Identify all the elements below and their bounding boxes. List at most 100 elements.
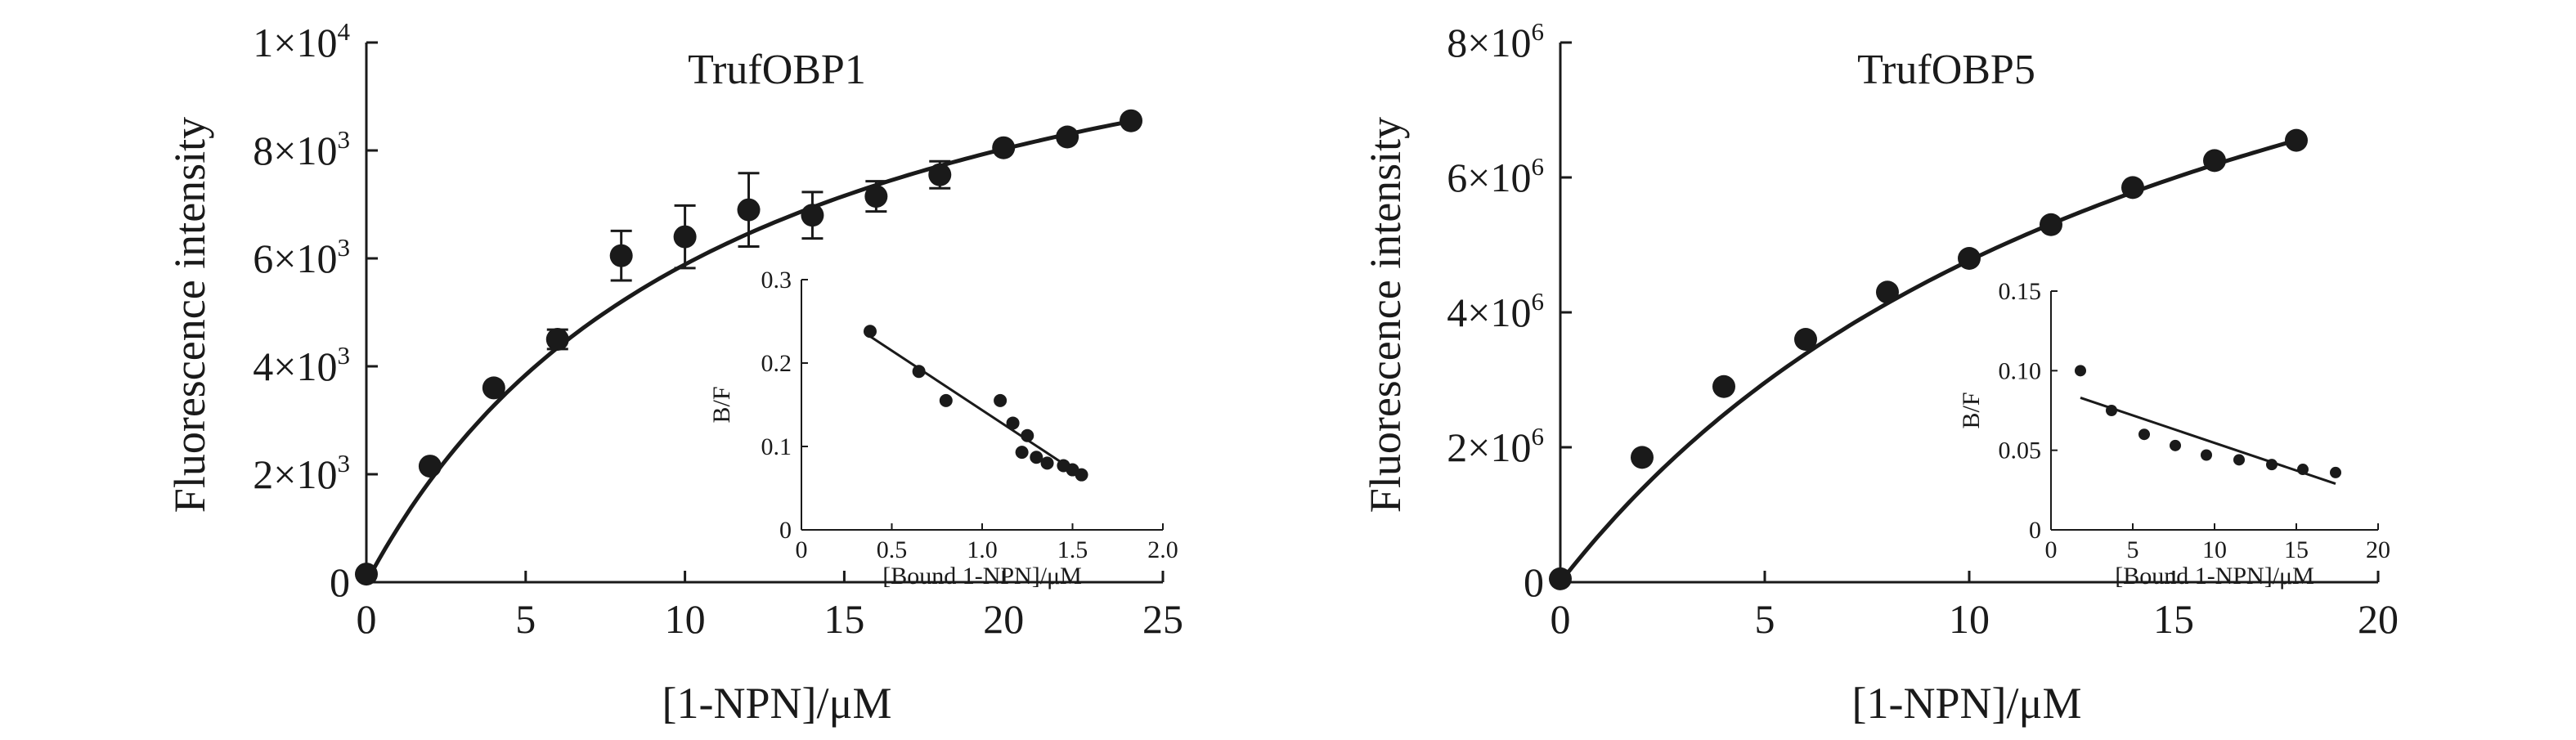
x-tick-label: 0 xyxy=(1551,596,1571,642)
x-tick-label: 15 xyxy=(2153,596,2194,642)
data-point xyxy=(2121,176,2144,200)
inset-y-axis-label: B/F xyxy=(1958,392,1985,428)
y-tick-base: 0 xyxy=(1524,559,1544,605)
y-axis-label: Fluorescence intensity xyxy=(165,117,214,513)
inset-x-tick-label: 2.0 xyxy=(1147,536,1178,563)
inset-y-tick-label: 0 xyxy=(2029,517,2041,544)
x-tick-label: 5 xyxy=(515,596,536,642)
y-tick-label: 1×104 xyxy=(253,17,350,65)
inset-y-tick-label: 0.15 xyxy=(1999,278,2042,305)
inset-y-tick-label: 0.1 xyxy=(761,433,792,460)
data-point xyxy=(355,563,378,586)
y-tick-base: 0 xyxy=(330,559,350,605)
y-tick-base: 4×10 xyxy=(1447,289,1531,335)
y-tick-exponent: 6 xyxy=(1532,422,1545,451)
data-point xyxy=(1631,446,1654,469)
inset-data-point xyxy=(994,393,1008,407)
y-tick-label: 6×106 xyxy=(1447,152,1544,200)
inset-x-tick-label: 1.0 xyxy=(967,536,998,563)
fit-curve xyxy=(1559,138,2297,584)
y-tick-exponent: 3 xyxy=(338,125,351,154)
inset-chart: 0 0.5 1.0 1.5 2.0 0 0.1 0.2 0.3 [Bound 1-NPN]/μM B… xyxy=(708,267,1178,590)
inset-data-point xyxy=(2138,428,2150,441)
inset-data-point xyxy=(2330,466,2341,478)
y-tick-exponent: 6 xyxy=(1532,287,1545,316)
data-point xyxy=(2285,128,2308,152)
inset-data-point xyxy=(2170,439,2181,451)
data-point xyxy=(1876,280,1899,304)
inset-data-point xyxy=(2106,405,2117,416)
y-tick-base: 8×10 xyxy=(253,128,337,173)
y-tick-label: 8×103 xyxy=(253,125,350,173)
chart-panel-2: 0 5 10 15 2002×1064×1066×1068×106TrufOBP5[1-… xyxy=(1361,17,2399,728)
y-tick-label: 2×103 xyxy=(253,449,350,497)
inset-y-axis-label: B/F xyxy=(708,386,735,423)
inset-y-tick-label: 0.10 xyxy=(1999,357,2042,384)
inset-data-point xyxy=(1030,451,1043,464)
y-tick-exponent: 6 xyxy=(1532,152,1545,181)
data-point xyxy=(1712,374,1735,398)
inset-x-tick-label: 20 xyxy=(2366,536,2390,563)
data-point xyxy=(2040,213,2062,236)
x-tick-label: 20 xyxy=(983,596,1024,642)
inset-data-point xyxy=(1015,446,1029,460)
inset-fit-line xyxy=(869,335,1083,477)
inset-chart: 0 5 10 15 20 0 0.05 0.10 0.15 [Bound 1-NPN]/μM B/F xyxy=(1958,278,2390,590)
data-point xyxy=(801,204,824,227)
inset-data-point xyxy=(2201,449,2212,461)
x-axis-label: [1-NPN]/μM xyxy=(662,679,892,728)
inset-x-tick-label: 1.5 xyxy=(1057,536,1088,563)
chart-title: TrufOBP5 xyxy=(1857,47,2035,93)
y-tick-label: 8×106 xyxy=(1447,17,1544,65)
inset-data-point xyxy=(2297,464,2309,476)
inset-y-tick-label: 0.3 xyxy=(761,267,792,294)
inset-x-tick-label: 15 xyxy=(2284,536,2309,563)
y-tick-base: 6×10 xyxy=(1447,155,1531,200)
y-tick-base: 2×10 xyxy=(253,451,337,497)
y-tick-base: 1×10 xyxy=(253,20,337,65)
y-tick-base: 8×10 xyxy=(1447,20,1531,65)
y-tick-label: 4×103 xyxy=(253,341,350,389)
y-tick-base: 6×10 xyxy=(253,235,337,281)
inset-data-point xyxy=(2266,459,2278,471)
y-tick-exponent: 3 xyxy=(338,233,351,262)
inset-data-point xyxy=(912,365,926,379)
inset-data-point xyxy=(1075,468,1088,482)
x-tick-label: 10 xyxy=(665,596,706,642)
inset-x-tick-label: 10 xyxy=(2202,536,2227,563)
y-tick-label: 0 xyxy=(330,559,350,605)
data-point xyxy=(992,136,1016,159)
chart-panel-1: 0 5 10 15 20 2502×1034×1036×1038×1031×104Truf… xyxy=(165,17,1183,728)
x-tick-label: 0 xyxy=(357,596,377,642)
inset-data-point xyxy=(863,325,877,339)
y-tick-exponent: 3 xyxy=(338,341,351,370)
data-point xyxy=(418,455,442,478)
inset-data-point xyxy=(1021,428,1034,442)
data-point xyxy=(545,328,569,351)
inset-data-point xyxy=(2075,365,2086,377)
inset-data-point xyxy=(939,393,953,407)
y-tick-base: 4×10 xyxy=(253,343,337,389)
y-tick-label: 6×103 xyxy=(253,233,350,281)
data-point xyxy=(737,198,761,222)
inset-data-point xyxy=(1006,416,1020,430)
data-point xyxy=(864,185,888,209)
y-tick-base: 2×10 xyxy=(1447,424,1531,470)
data-point xyxy=(928,163,952,186)
inset-x-tick-label: 0.5 xyxy=(877,536,908,563)
inset-fit-line xyxy=(2080,397,2336,485)
y-tick-exponent: 6 xyxy=(1532,17,1545,46)
inset-data-point xyxy=(2233,454,2245,466)
inset-y-tick-label: 0 xyxy=(779,517,792,544)
data-point xyxy=(1120,109,1143,132)
data-point xyxy=(1549,567,1572,590)
inset-x-tick-label: 5 xyxy=(2127,536,2139,563)
y-tick-label: 2×106 xyxy=(1447,422,1544,470)
y-tick-label: 4×106 xyxy=(1447,287,1544,335)
inset-x-axis-label: [Bound 1-NPN]/μM xyxy=(882,563,1082,590)
x-tick-label: 15 xyxy=(824,596,864,642)
data-point xyxy=(1056,125,1079,149)
y-tick-exponent: 4 xyxy=(338,17,351,46)
